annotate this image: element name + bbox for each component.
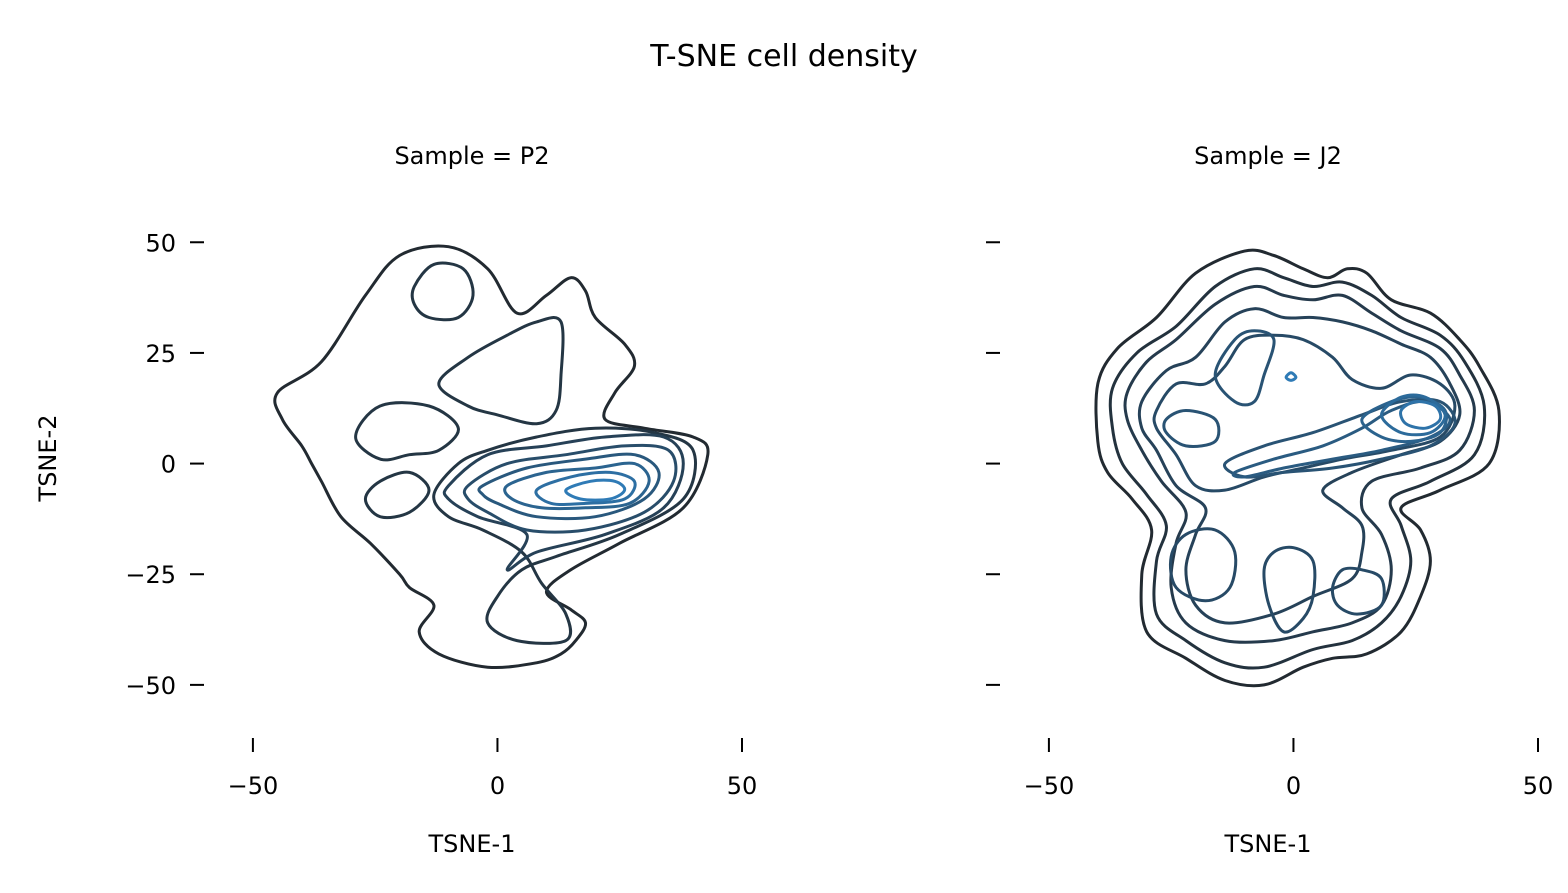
contour-j2-level-5-2 — [1223, 397, 1457, 479]
contour-p2-level-5-0 — [503, 461, 651, 511]
chart-title: T-SNE cell density — [649, 39, 918, 74]
contour-j2-level-9-0 — [1399, 399, 1443, 430]
contour-j2-level-4-1 — [1168, 527, 1238, 603]
x-tick-label-j2-0: −50 — [1024, 772, 1075, 800]
contour-p2-level-1-1 — [437, 315, 565, 426]
contour-p2-level-2-0 — [442, 433, 685, 572]
contour-p2-level-1-4 — [432, 426, 697, 645]
panel-title-p2: Sample = P2 — [394, 142, 549, 170]
contour-j2-level-4-2 — [1262, 545, 1317, 634]
panel-p2: Sample = P2 50 25 0 −25 −50 −50 0 50 — [125, 142, 757, 800]
x-axis-label-p2: TSNE-1 — [428, 830, 516, 858]
x-tick-label-j2-1: 0 — [1286, 772, 1301, 800]
contour-j2-level-6-0 — [1231, 399, 1452, 479]
contour-p2-level-1-3 — [363, 470, 431, 520]
x-tick-label-p2-2: 50 — [727, 772, 758, 800]
x-tick-label-p2-0: −50 — [228, 772, 279, 800]
contour-j2-level-0-0 — [1094, 248, 1501, 688]
contour-p2-level-1-2 — [354, 401, 460, 462]
x-tick-label-p2-1: 0 — [490, 772, 505, 800]
y-axis-p2: 50 25 0 −25 −50 — [125, 229, 204, 700]
contour-j2-level-5-1 — [1213, 329, 1276, 407]
contour-p2-level-4-0 — [477, 452, 661, 521]
contour-p2-level-7-0 — [564, 478, 627, 502]
contour-p2-level-0-0 — [273, 244, 710, 670]
contours-p2 — [273, 244, 710, 670]
contour-p2-level-6-0 — [534, 470, 637, 507]
y-tick-label-4: −50 — [125, 672, 176, 700]
x-axis-p2: −50 0 50 — [228, 738, 758, 800]
panel-title-j2: Sample = J2 — [1194, 142, 1342, 170]
contour-j2-level-3-0 — [1137, 307, 1462, 625]
y-tick-label-3: −25 — [125, 561, 176, 589]
y-axis-j2 — [986, 241, 1000, 686]
x-tick-label-j2-2: 50 — [1523, 772, 1554, 800]
y-axis-label: TSNE-2 — [34, 415, 62, 503]
contour-j2-level-4-3 — [1330, 566, 1386, 616]
contour-j2-level-4-0 — [1152, 333, 1457, 493]
contours-j2 — [1094, 248, 1501, 688]
x-axis-label-j2: TSNE-1 — [1224, 830, 1312, 858]
contour-j2-level-1-0 — [1108, 267, 1487, 670]
contour-j2-level-8-0 — [1379, 393, 1447, 437]
contour-j2-level-5-0 — [1162, 408, 1221, 448]
contour-j2-level-10-0 — [1284, 371, 1298, 382]
contour-p2-level-3-0 — [462, 443, 678, 534]
panel-j2: Sample = J2 −50 0 50 — [986, 142, 1553, 800]
x-axis-j2: −50 0 50 — [1024, 738, 1554, 800]
y-tick-label-2: 0 — [161, 451, 176, 479]
y-tick-label-1: 25 — [145, 340, 176, 368]
contour-p2-level-1-0 — [410, 261, 475, 322]
y-tick-label-0: 50 — [145, 229, 176, 257]
